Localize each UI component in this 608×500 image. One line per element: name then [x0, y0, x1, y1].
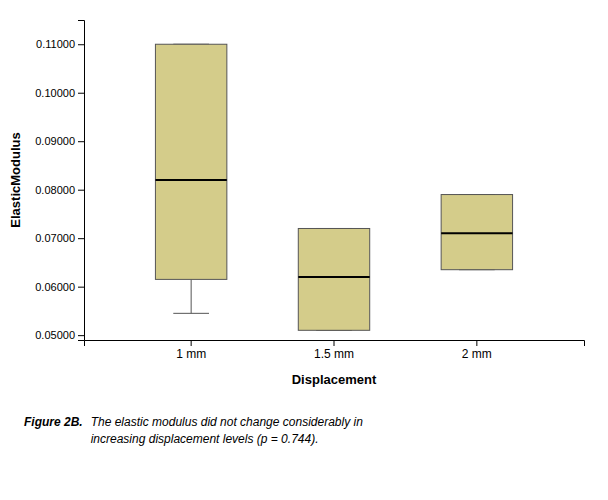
box	[441, 195, 512, 270]
y-tick-label: 0.06000	[35, 281, 75, 293]
y-tick: 0.09000	[35, 135, 84, 147]
y-tick: 0.08000	[35, 184, 84, 196]
y-axis-title: ElasticModulus	[8, 132, 23, 227]
x-tick-label: 1 mm	[176, 347, 206, 361]
box	[155, 44, 226, 279]
y-tick: 0.07000	[35, 232, 84, 244]
y-tick-label: 0.05000	[35, 329, 75, 341]
median	[155, 179, 226, 181]
y-tick-label: 0.09000	[35, 135, 75, 147]
x-tick: 2 mm	[462, 340, 492, 361]
whisker	[191, 279, 192, 313]
box-group	[441, 195, 512, 270]
x-tick-mark	[191, 340, 192, 346]
y-tick-mark	[78, 93, 84, 94]
x-tick-label: 1.5 mm	[314, 347, 354, 361]
chart: 1 mm 1.5 mm 2 mm 0.05000 0.06000 0.07000 0.080…	[0, 0, 608, 500]
box-group	[298, 228, 369, 330]
y-tick: 0.10000	[35, 87, 84, 99]
y-tick-label: 0.07000	[35, 232, 75, 244]
x-axis: 1 mm 1.5 mm 2 mm	[85, 340, 585, 361]
y-tick: 0.05000	[35, 329, 84, 341]
y-tick-label: 0.08000	[35, 184, 75, 196]
x-axis-line	[85, 341, 585, 347]
y-tick-mark	[78, 44, 84, 45]
x-tick-label: 2 mm	[462, 347, 492, 361]
x-tick: 1 mm	[176, 340, 206, 361]
plot: 1 mm 1.5 mm 2 mm 0.05000 0.06000 0.07000 0.080…	[35, 21, 584, 361]
x-tick: 1.5 mm	[314, 340, 354, 361]
y-tick-mark	[78, 141, 84, 142]
y-tick-label: 0.11000	[36, 38, 75, 50]
box	[298, 228, 369, 330]
y-tick-label: 0.10000	[35, 87, 75, 99]
y-tick-mark	[78, 190, 84, 191]
cap	[173, 313, 209, 314]
median	[298, 276, 369, 278]
caption-line: The elastic modulus did not change consi…	[91, 415, 363, 429]
y-axis-line	[78, 21, 85, 341]
caption-label: Figure 2B.	[24, 415, 83, 429]
y-axis: 0.05000 0.06000 0.07000 0.08000 0.09000 0.100…	[35, 21, 84, 342]
caption-line: increasing displacement levels (p = 0.74…	[91, 432, 319, 446]
y-tick-mark	[78, 287, 84, 288]
y-tick-mark	[78, 238, 84, 239]
boxes	[155, 44, 512, 330]
x-axis-title: Displacement	[292, 372, 377, 387]
median	[441, 232, 512, 234]
caption-text: The elastic modulus did not change consi…	[91, 415, 363, 446]
x-tick-mark	[476, 340, 477, 346]
box-group	[155, 44, 226, 313]
y-tick: 0.06000	[35, 281, 84, 293]
x-tick-mark	[334, 340, 335, 346]
y-tick-mark	[78, 335, 84, 336]
y-tick: 0.11000	[36, 38, 84, 50]
